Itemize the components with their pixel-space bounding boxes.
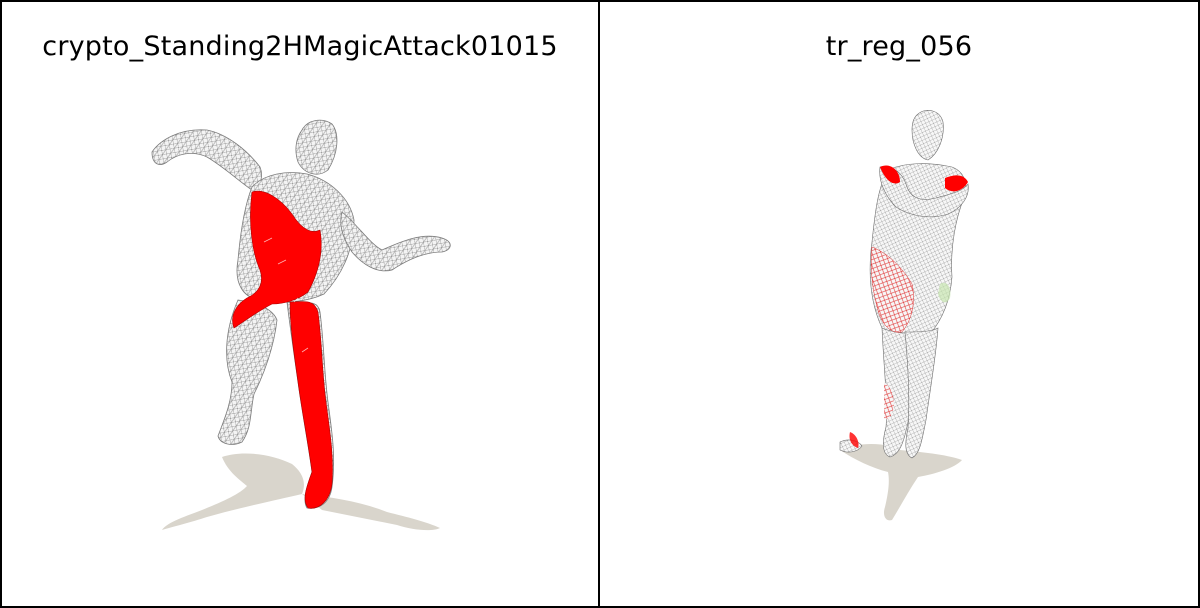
right-viewport[interactable]: tr_reg_056: [600, 2, 1198, 606]
right-mesh-render[interactable]: [600, 2, 1198, 606]
left-mesh-render[interactable]: [2, 2, 600, 606]
left-figure-shadow: [162, 453, 440, 530]
left-viewport[interactable]: crypto_Standing2HMagicAttack01015: [2, 2, 600, 606]
right-figure-shadow: [840, 444, 962, 520]
